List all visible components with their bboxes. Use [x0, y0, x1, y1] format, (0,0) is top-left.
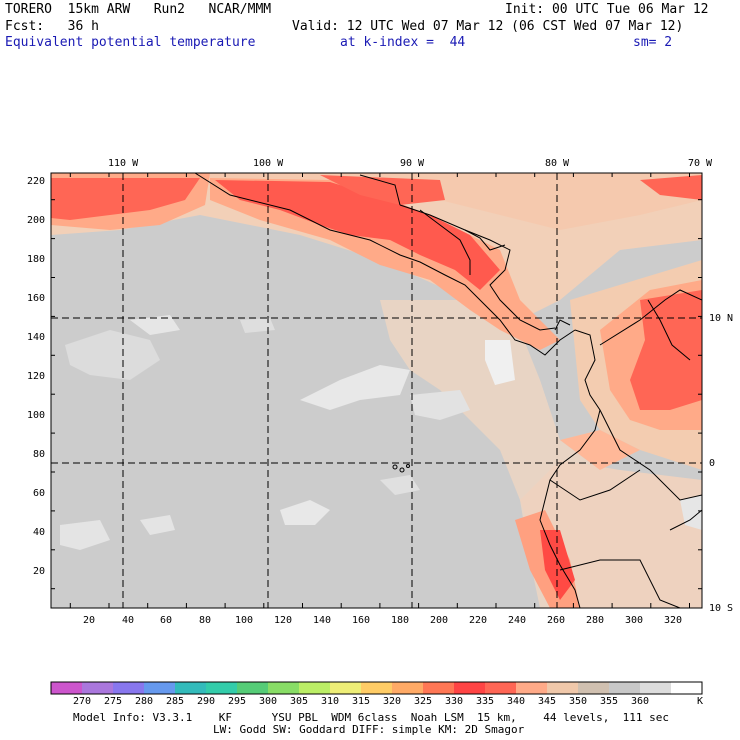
- y-tick-label: 180: [26, 254, 45, 265]
- colorbar-cell: [423, 682, 455, 694]
- x-tick-label: 40: [121, 615, 135, 626]
- x-tick-label: 260: [546, 615, 566, 626]
- x-tick-label: 220: [468, 615, 488, 626]
- colorbar-level-label: 325: [413, 696, 433, 707]
- colorbar-level-label: 345: [537, 696, 557, 707]
- colorbar-unit: K: [697, 696, 704, 707]
- x-tick-label: 300: [624, 615, 644, 626]
- colorbar-level-label: 315: [351, 696, 371, 707]
- colorbar-cell: [237, 682, 269, 694]
- colorbar-cell: [175, 682, 207, 694]
- colorbar-level-label: 360: [630, 696, 650, 707]
- y-tick-label: 40: [32, 527, 45, 538]
- graticule: [51, 173, 702, 608]
- colorbar-cell: [516, 682, 548, 694]
- colorbar-cell: [268, 682, 300, 694]
- colorbar-level-label: 340: [506, 696, 526, 707]
- x-tick-label: 200: [429, 615, 449, 626]
- model-info-line1: Model Info: V3.3.1 KF YSU PBL WDM 6class…: [73, 711, 670, 724]
- lon-label: 70 W: [688, 158, 713, 169]
- model-title: TORERO 15km ARW Run2 NCAR/MMM: [5, 2, 272, 17]
- lat-label: 0: [709, 458, 716, 469]
- y-tick-label: 220: [26, 176, 45, 187]
- colorbar-cell: [392, 682, 424, 694]
- lat-label: 10 S: [709, 603, 734, 614]
- colorbar-level-label: 330: [444, 696, 464, 707]
- colorbar-cell: [330, 682, 362, 694]
- x-tick-label: 20: [82, 615, 96, 626]
- colorbar-cell: [485, 682, 517, 694]
- colorbar-cell: [299, 682, 331, 694]
- colorbar-level-label: 285: [165, 696, 185, 707]
- colorbar-cell: [144, 682, 176, 694]
- y-tick-label: 200: [26, 215, 45, 226]
- x-tick-label: 140: [312, 615, 332, 626]
- lon-label: 110 W: [108, 158, 139, 169]
- colorbar-cell: [361, 682, 393, 694]
- colorbar-level-label: 300: [258, 696, 278, 707]
- colorbar-level-label: 355: [599, 696, 619, 707]
- x-tick-label: 240: [507, 615, 527, 626]
- colorbar-cell: [51, 682, 83, 694]
- lon-label: 100 W: [253, 158, 284, 169]
- x-tick-label: 100: [234, 615, 254, 626]
- colorbar-level-label: 295: [227, 696, 247, 707]
- init-time: Init: 00 UTC Tue 06 Mar 12: [505, 2, 709, 17]
- colorbar-frame: [50, 681, 703, 695]
- colorbar-cell: [578, 682, 610, 694]
- colorbar-level-label: 335: [475, 696, 495, 707]
- x-tick-label: 120: [273, 615, 293, 626]
- x-tick-label: 320: [663, 615, 683, 626]
- forecast-hour: Fcst: 36 h: [5, 19, 99, 34]
- y-tick-label: 140: [26, 332, 45, 343]
- x-tick-label: 80: [198, 615, 212, 626]
- colorbar-level-label: 280: [134, 696, 154, 707]
- colorbar-cell: [640, 682, 672, 694]
- level-index: at k-index = 44: [340, 35, 466, 50]
- colorbar-cell: [671, 682, 703, 694]
- field-name: Equivalent potential temperature: [5, 35, 256, 50]
- y-tick-label: 60: [32, 488, 45, 499]
- colorbar-level-label: 275: [103, 696, 123, 707]
- colorbar-level-label: 270: [72, 696, 92, 707]
- x-tick-label: 180: [390, 615, 410, 626]
- colorbar-level-label: 290: [196, 696, 216, 707]
- y-tick-label: 20: [32, 566, 45, 577]
- coastlines: [194, 173, 702, 608]
- y-tick-label: 100: [26, 410, 45, 421]
- field-shading: [51, 173, 702, 608]
- y-tick-label: 160: [26, 293, 45, 304]
- model-info-line2: LW: Godd SW: Goddard DIFF: simple KM: 2D…: [213, 723, 525, 736]
- colorbar-cell: [206, 682, 238, 694]
- lon-label: 80 W: [545, 158, 570, 169]
- colorbar-cell: [547, 682, 579, 694]
- axis-ticks: [51, 173, 702, 608]
- colorbar: [51, 682, 703, 694]
- colorbar-level-label: 320: [382, 696, 402, 707]
- x-tick-label: 160: [351, 615, 371, 626]
- plot-frame: [50, 172, 703, 609]
- y-tick-label: 120: [26, 371, 45, 382]
- smoothing: sm= 2: [633, 35, 673, 50]
- colorbar-cell: [454, 682, 486, 694]
- colorbar-cell: [82, 682, 114, 694]
- x-tick-label: 60: [159, 615, 173, 626]
- colorbar-cell: [609, 682, 641, 694]
- y-tick-label: 80: [32, 449, 45, 460]
- colorbar-cell: [113, 682, 145, 694]
- lon-label: 90 W: [400, 158, 425, 169]
- colorbar-level-label: 305: [289, 696, 309, 707]
- x-tick-label: 280: [585, 615, 605, 626]
- colorbar-level-label: 310: [320, 696, 340, 707]
- colorbar-level-label: 350: [568, 696, 588, 707]
- valid-time: Valid: 12 UTC Wed 07 Mar 12 (06 CST Wed …: [292, 19, 684, 34]
- lat-label: 10 N: [709, 313, 734, 324]
